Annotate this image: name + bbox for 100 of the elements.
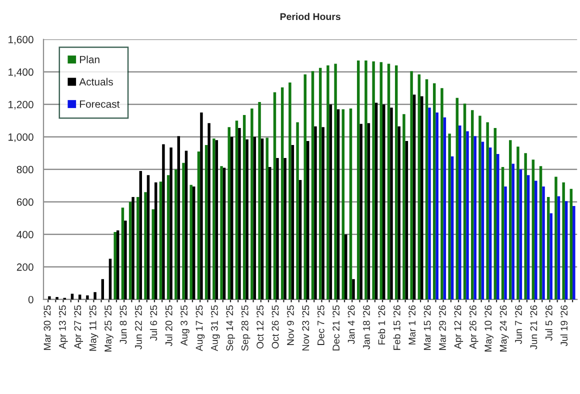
x-tick-label: Apr 27 '25 xyxy=(74,305,83,349)
bar xyxy=(374,102,378,300)
y-tick-label: 800 xyxy=(16,166,34,174)
bar xyxy=(360,124,362,300)
bar xyxy=(554,176,558,300)
bar xyxy=(128,202,132,300)
legend-label: Actuals xyxy=(79,78,113,86)
bar xyxy=(212,138,216,300)
bar xyxy=(501,166,504,300)
bar xyxy=(326,65,330,300)
x-tick-label: Mar 30 '25 xyxy=(44,305,51,350)
bar xyxy=(466,131,469,300)
bar xyxy=(136,197,140,300)
x-tick-label: Jun 21 '26 xyxy=(530,305,538,350)
bar xyxy=(94,292,96,300)
bar xyxy=(564,201,568,300)
bar xyxy=(440,88,444,300)
bar xyxy=(349,108,352,300)
bar xyxy=(152,209,154,300)
bar xyxy=(432,83,436,300)
bar xyxy=(162,144,165,300)
bar xyxy=(532,160,535,300)
bar xyxy=(276,158,279,300)
bar xyxy=(184,150,188,300)
bar xyxy=(139,171,142,300)
bar xyxy=(284,158,286,300)
bar xyxy=(572,206,576,300)
y-tick-label: 600 xyxy=(16,198,34,206)
y-tick-label: 1,400 xyxy=(8,68,34,78)
x-tick-label: May 11 '25 xyxy=(89,305,98,351)
bar xyxy=(170,147,172,300)
bar xyxy=(146,175,150,300)
y-tick-label: 200 xyxy=(16,263,34,271)
bar xyxy=(496,154,500,300)
bar xyxy=(144,192,147,300)
bar xyxy=(481,142,484,300)
bar xyxy=(291,145,294,300)
bar xyxy=(190,184,192,300)
bar xyxy=(116,230,120,300)
bar xyxy=(458,126,462,300)
bar xyxy=(174,169,178,300)
bar xyxy=(220,166,223,300)
bar xyxy=(550,213,552,300)
bar xyxy=(557,196,560,300)
bar xyxy=(318,68,322,300)
bar xyxy=(235,120,238,300)
x-tick-label: Jul 5 '26 xyxy=(545,305,552,341)
bar xyxy=(182,162,185,300)
y-tick-label: 0 xyxy=(28,296,34,304)
bar xyxy=(288,82,292,300)
bar xyxy=(478,116,482,300)
bar xyxy=(166,175,170,300)
bar xyxy=(280,87,284,300)
bar xyxy=(394,65,398,300)
bar xyxy=(222,168,226,300)
bar xyxy=(516,146,520,300)
bar xyxy=(526,175,530,300)
bar xyxy=(304,74,306,300)
x-tick-label: Jul 6 '25 xyxy=(150,305,158,341)
bar xyxy=(539,166,542,300)
bar xyxy=(380,62,383,300)
bar xyxy=(78,294,82,300)
bar xyxy=(48,296,51,300)
bar xyxy=(334,64,337,300)
bar xyxy=(246,139,248,300)
bar xyxy=(418,74,421,300)
bar xyxy=(86,295,89,300)
bar xyxy=(508,140,512,300)
bar xyxy=(311,71,314,300)
bar xyxy=(474,136,476,300)
bar xyxy=(154,182,158,300)
x-tick-label: Jun 7 '26 xyxy=(515,305,522,344)
bar xyxy=(258,102,261,300)
x-tick-label: Mar 15 '26 xyxy=(424,305,431,350)
bar xyxy=(329,104,332,300)
x-tick-label: Apr 12 '26 xyxy=(454,305,464,349)
bar xyxy=(215,140,218,300)
bar xyxy=(410,71,413,300)
legend-label: Forecast xyxy=(80,100,120,108)
bar xyxy=(382,104,386,300)
bar xyxy=(108,258,112,300)
bar xyxy=(260,138,264,300)
x-tick-label: Dec 21 '25 xyxy=(332,305,340,350)
y-tick-label: 400 xyxy=(16,230,34,238)
x-tick-label: Jun 8 '25 xyxy=(120,305,127,344)
bar xyxy=(101,279,104,300)
x-tick-label: Jul 20 '25 xyxy=(165,305,172,346)
x-tick-label: May 25 '25 xyxy=(104,305,114,352)
x-tick-label: May 24 '26 xyxy=(500,305,509,352)
bar xyxy=(314,126,317,300)
x-tick-label: Jul 19 '26 xyxy=(560,305,568,346)
bar xyxy=(352,279,355,300)
bar xyxy=(570,188,573,300)
x-tick-label: Apr 13 '25 xyxy=(58,305,68,349)
bar xyxy=(420,96,424,300)
bar xyxy=(192,186,196,300)
bar xyxy=(412,94,416,300)
bar xyxy=(387,64,390,300)
bar xyxy=(114,232,116,300)
x-tick-label: Sep 14 '25 xyxy=(226,305,236,351)
